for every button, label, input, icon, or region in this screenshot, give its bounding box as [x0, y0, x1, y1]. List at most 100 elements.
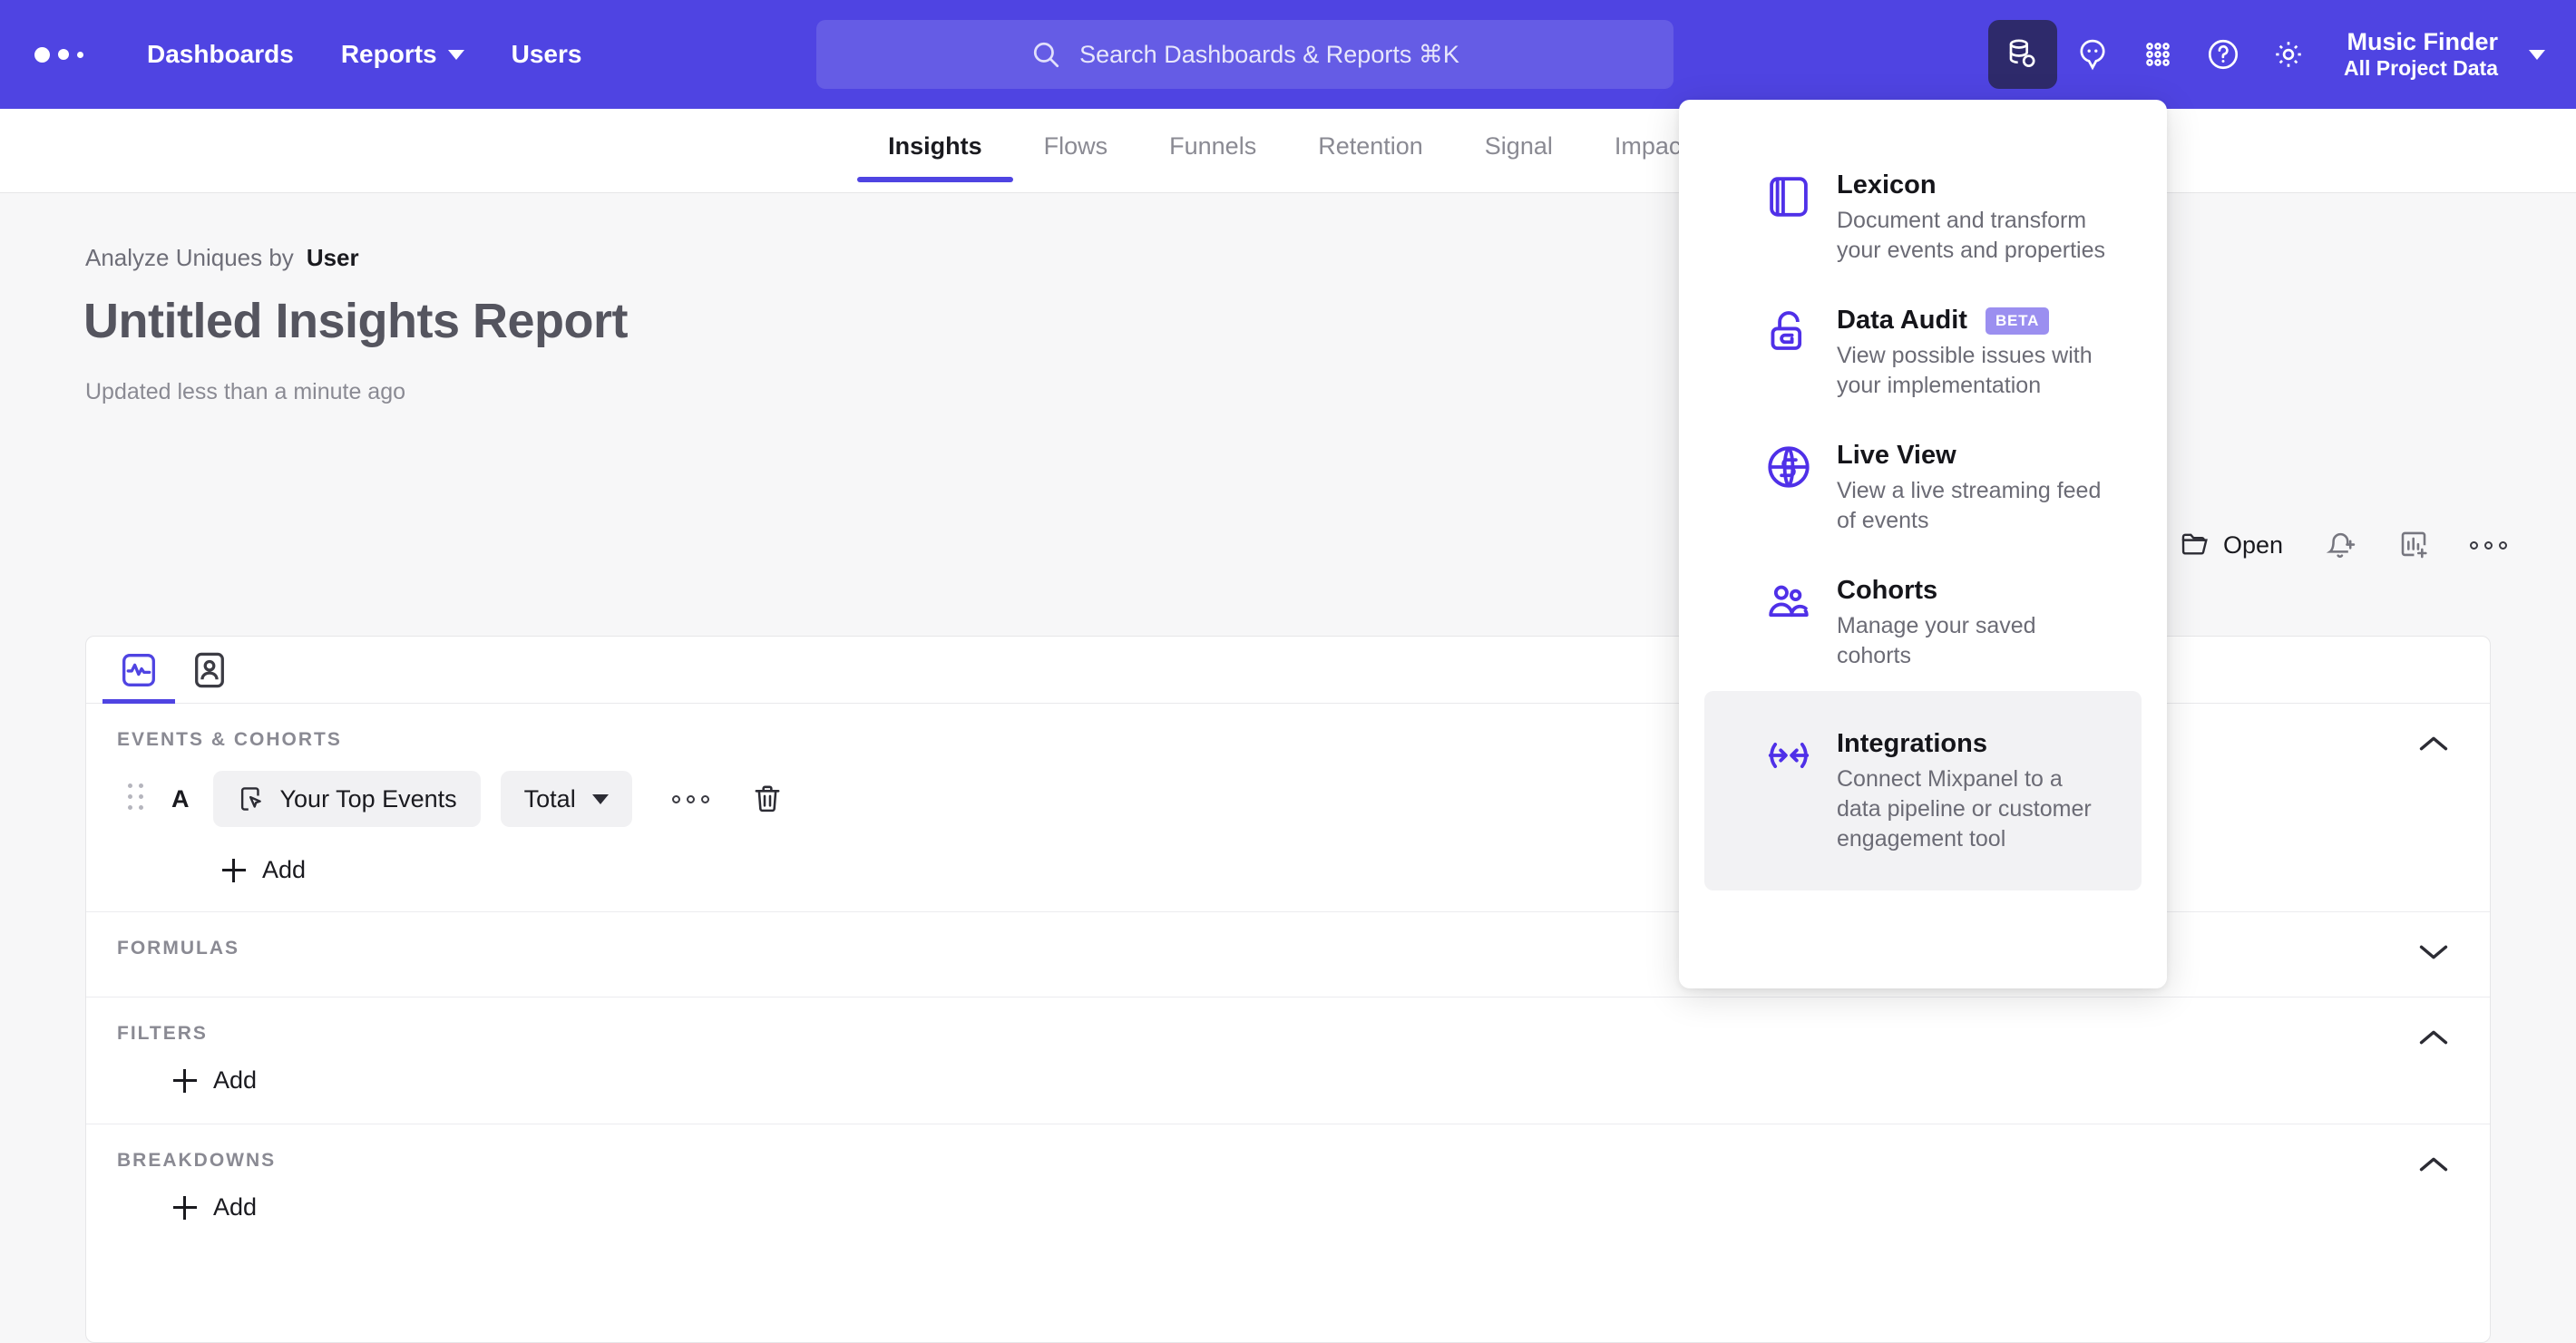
- nav-item-dashboards-label: Dashboards: [147, 40, 294, 68]
- mixpanel-dots-logo[interactable]: [34, 46, 83, 63]
- lexicon-book-icon: [1770, 177, 1808, 217]
- section-formulas-expand-toggle[interactable]: [2417, 936, 2450, 968]
- chevron-up-icon: [2419, 1157, 2448, 1172]
- dropdown-item-data-audit-desc: View possible issues with your implement…: [1837, 343, 2093, 398]
- chart-add-icon: [2401, 531, 2427, 559]
- dropdown-item-lexicon[interactable]: Lexicon Document and transform your even…: [1704, 151, 2142, 286]
- section-filters: FILTERS Add: [86, 998, 2490, 1124]
- tab-insights[interactable]: Insights: [857, 132, 1013, 182]
- event-measure-label: Total: [523, 784, 576, 813]
- query-view-tabs: [86, 637, 2490, 704]
- report-more-button[interactable]: [2450, 515, 2527, 575]
- trash-icon: [755, 785, 780, 813]
- tab-retention-label: Retention: [1318, 132, 1423, 160]
- project-chevron-down-icon[interactable]: [2529, 49, 2545, 60]
- global-search-placeholder: Search Dashboards & Reports ⌘K: [1079, 40, 1459, 68]
- chevron-up-icon: [2419, 736, 2448, 751]
- event-delete-button[interactable]: [751, 783, 784, 815]
- open-folder-icon: [2181, 533, 2208, 555]
- primary-nav: Dashboards Reports Users: [123, 40, 605, 69]
- open-report-label: Open: [2222, 530, 2283, 559]
- tab-signal[interactable]: Signal: [1454, 132, 1584, 182]
- nav-item-reports[interactable]: Reports: [317, 40, 488, 69]
- project-selector[interactable]: Music Finder All Project Data: [2344, 27, 2498, 82]
- data-management-button[interactable]: [1988, 20, 2057, 89]
- create-alert-button[interactable]: [2305, 515, 2377, 575]
- add-to-dashboard-button[interactable]: [2377, 515, 2450, 575]
- tab-impact[interactable]: Impact: [1584, 132, 1719, 182]
- add-filter-button[interactable]: Add: [86, 1045, 2490, 1124]
- data-management-dropdown-panel: Lexicon Document and transform your even…: [1679, 100, 2167, 988]
- dropdown-item-cohorts-desc: Manage your saved cohorts: [1837, 613, 2036, 668]
- page-title[interactable]: Untitled Insights Report: [83, 294, 628, 348]
- add-event-label: Add: [262, 856, 307, 883]
- nav-item-users[interactable]: Users: [488, 40, 606, 69]
- page-body: Analyze Uniques by User Untitled Insight…: [0, 193, 2576, 1343]
- event-measure-dropdown[interactable]: Total: [500, 771, 632, 827]
- event-letter-badge: A: [171, 784, 190, 813]
- nav-item-dashboards[interactable]: Dashboards: [123, 40, 317, 69]
- dropdown-item-live-view-desc: View a live streaming feed of events: [1837, 478, 2102, 533]
- project-name: Music Finder: [2347, 28, 2498, 55]
- dropdown-item-live-view-title: Live View: [1837, 441, 1956, 470]
- dropdown-item-integrations[interactable]: Integrations Connect Mixpanel to a data …: [1704, 691, 2142, 890]
- feedback-chat-icon: [2080, 39, 2105, 71]
- search-icon: [1034, 42, 1059, 68]
- beta-badge: BETA: [1985, 307, 2050, 335]
- cohorts-people-icon: [1769, 585, 1809, 618]
- dropdown-item-data-audit-title: Data Audit: [1837, 306, 1967, 335]
- section-filters-title: FILTERS: [117, 1023, 208, 1044]
- chevron-down-icon: [591, 793, 609, 804]
- tab-events-view[interactable]: [102, 645, 175, 704]
- header-actions: Music Finder All Project Data: [1988, 0, 2545, 109]
- help-button[interactable]: [2193, 20, 2253, 89]
- section-events-collapse-toggle[interactable]: [2417, 727, 2450, 760]
- breadcrumb-label: Analyze Uniques by: [85, 244, 294, 271]
- tab-retention[interactable]: Retention: [1287, 132, 1454, 182]
- add-breakdown-button[interactable]: Add: [86, 1172, 2490, 1251]
- data-audit-lock-icon: [1771, 311, 1802, 350]
- event-selector-button[interactable]: Your Top Events: [212, 771, 481, 827]
- dropdown-item-data-audit[interactable]: Data Audit BETA View possible issues wit…: [1704, 286, 2142, 421]
- breadcrumb-value-user[interactable]: User: [306, 244, 359, 271]
- tab-flows-label: Flows: [1043, 132, 1108, 160]
- event-more-button[interactable]: [663, 784, 718, 814]
- event-name-label: Your Top Events: [279, 784, 457, 813]
- feedback-button[interactable]: [2063, 20, 2122, 89]
- tab-funnels[interactable]: Funnels: [1138, 132, 1287, 182]
- tab-impact-label: Impact: [1614, 132, 1688, 160]
- global-search-input[interactable]: Search Dashboards & Reports ⌘K: [816, 20, 1673, 89]
- chevron-down-icon: [447, 49, 464, 60]
- logo-dot-small: [77, 51, 83, 58]
- section-breakdowns-collapse-toggle[interactable]: [2417, 1148, 2450, 1181]
- section-events-cohorts: EVENTS & COHORTS A Your Top Events: [86, 704, 2490, 912]
- open-report-button[interactable]: Open: [2158, 515, 2305, 575]
- nav-item-users-label: Users: [511, 40, 582, 68]
- globe-icon: [1768, 446, 1810, 488]
- tab-flows[interactable]: Flows: [1013, 132, 1139, 182]
- dropdown-item-live-view[interactable]: Live View View a live streaming feed of …: [1704, 421, 2142, 556]
- breadcrumb: Analyze Uniques by User: [85, 244, 359, 272]
- dropdown-item-cohorts[interactable]: Cohorts Manage your saved cohorts: [1704, 556, 2142, 691]
- report-type-tabs: Insights Flows Funnels Retention Signal …: [0, 109, 2576, 193]
- bell-add-icon: [2326, 532, 2356, 559]
- drag-handle-icon[interactable]: [128, 783, 151, 814]
- add-event-button[interactable]: Add: [86, 851, 2490, 911]
- cursor-tap-icon: [240, 787, 261, 811]
- section-filters-collapse-toggle[interactable]: [2417, 1021, 2450, 1054]
- project-subtitle: All Project Data: [2344, 56, 2498, 81]
- tab-users-view[interactable]: [184, 645, 235, 696]
- plus-icon: [173, 1195, 197, 1220]
- add-filter-label: Add: [213, 1066, 258, 1094]
- chart-activity-icon: [122, 653, 155, 686]
- integrations-arrows-icon: [1768, 742, 1810, 769]
- dropdown-item-lexicon-desc: Document and transform your events and p…: [1837, 208, 2106, 263]
- gear-icon: [2276, 42, 2301, 67]
- apps-grid-button[interactable]: [2128, 20, 2188, 89]
- add-breakdown-label: Add: [213, 1193, 258, 1221]
- chevron-down-icon: [2419, 945, 2448, 959]
- section-breakdowns: BREAKDOWNS Add: [86, 1124, 2490, 1251]
- tab-funnels-label: Funnels: [1169, 132, 1257, 160]
- section-formulas: FORMULAS: [86, 912, 2490, 998]
- settings-button[interactable]: [2259, 20, 2318, 89]
